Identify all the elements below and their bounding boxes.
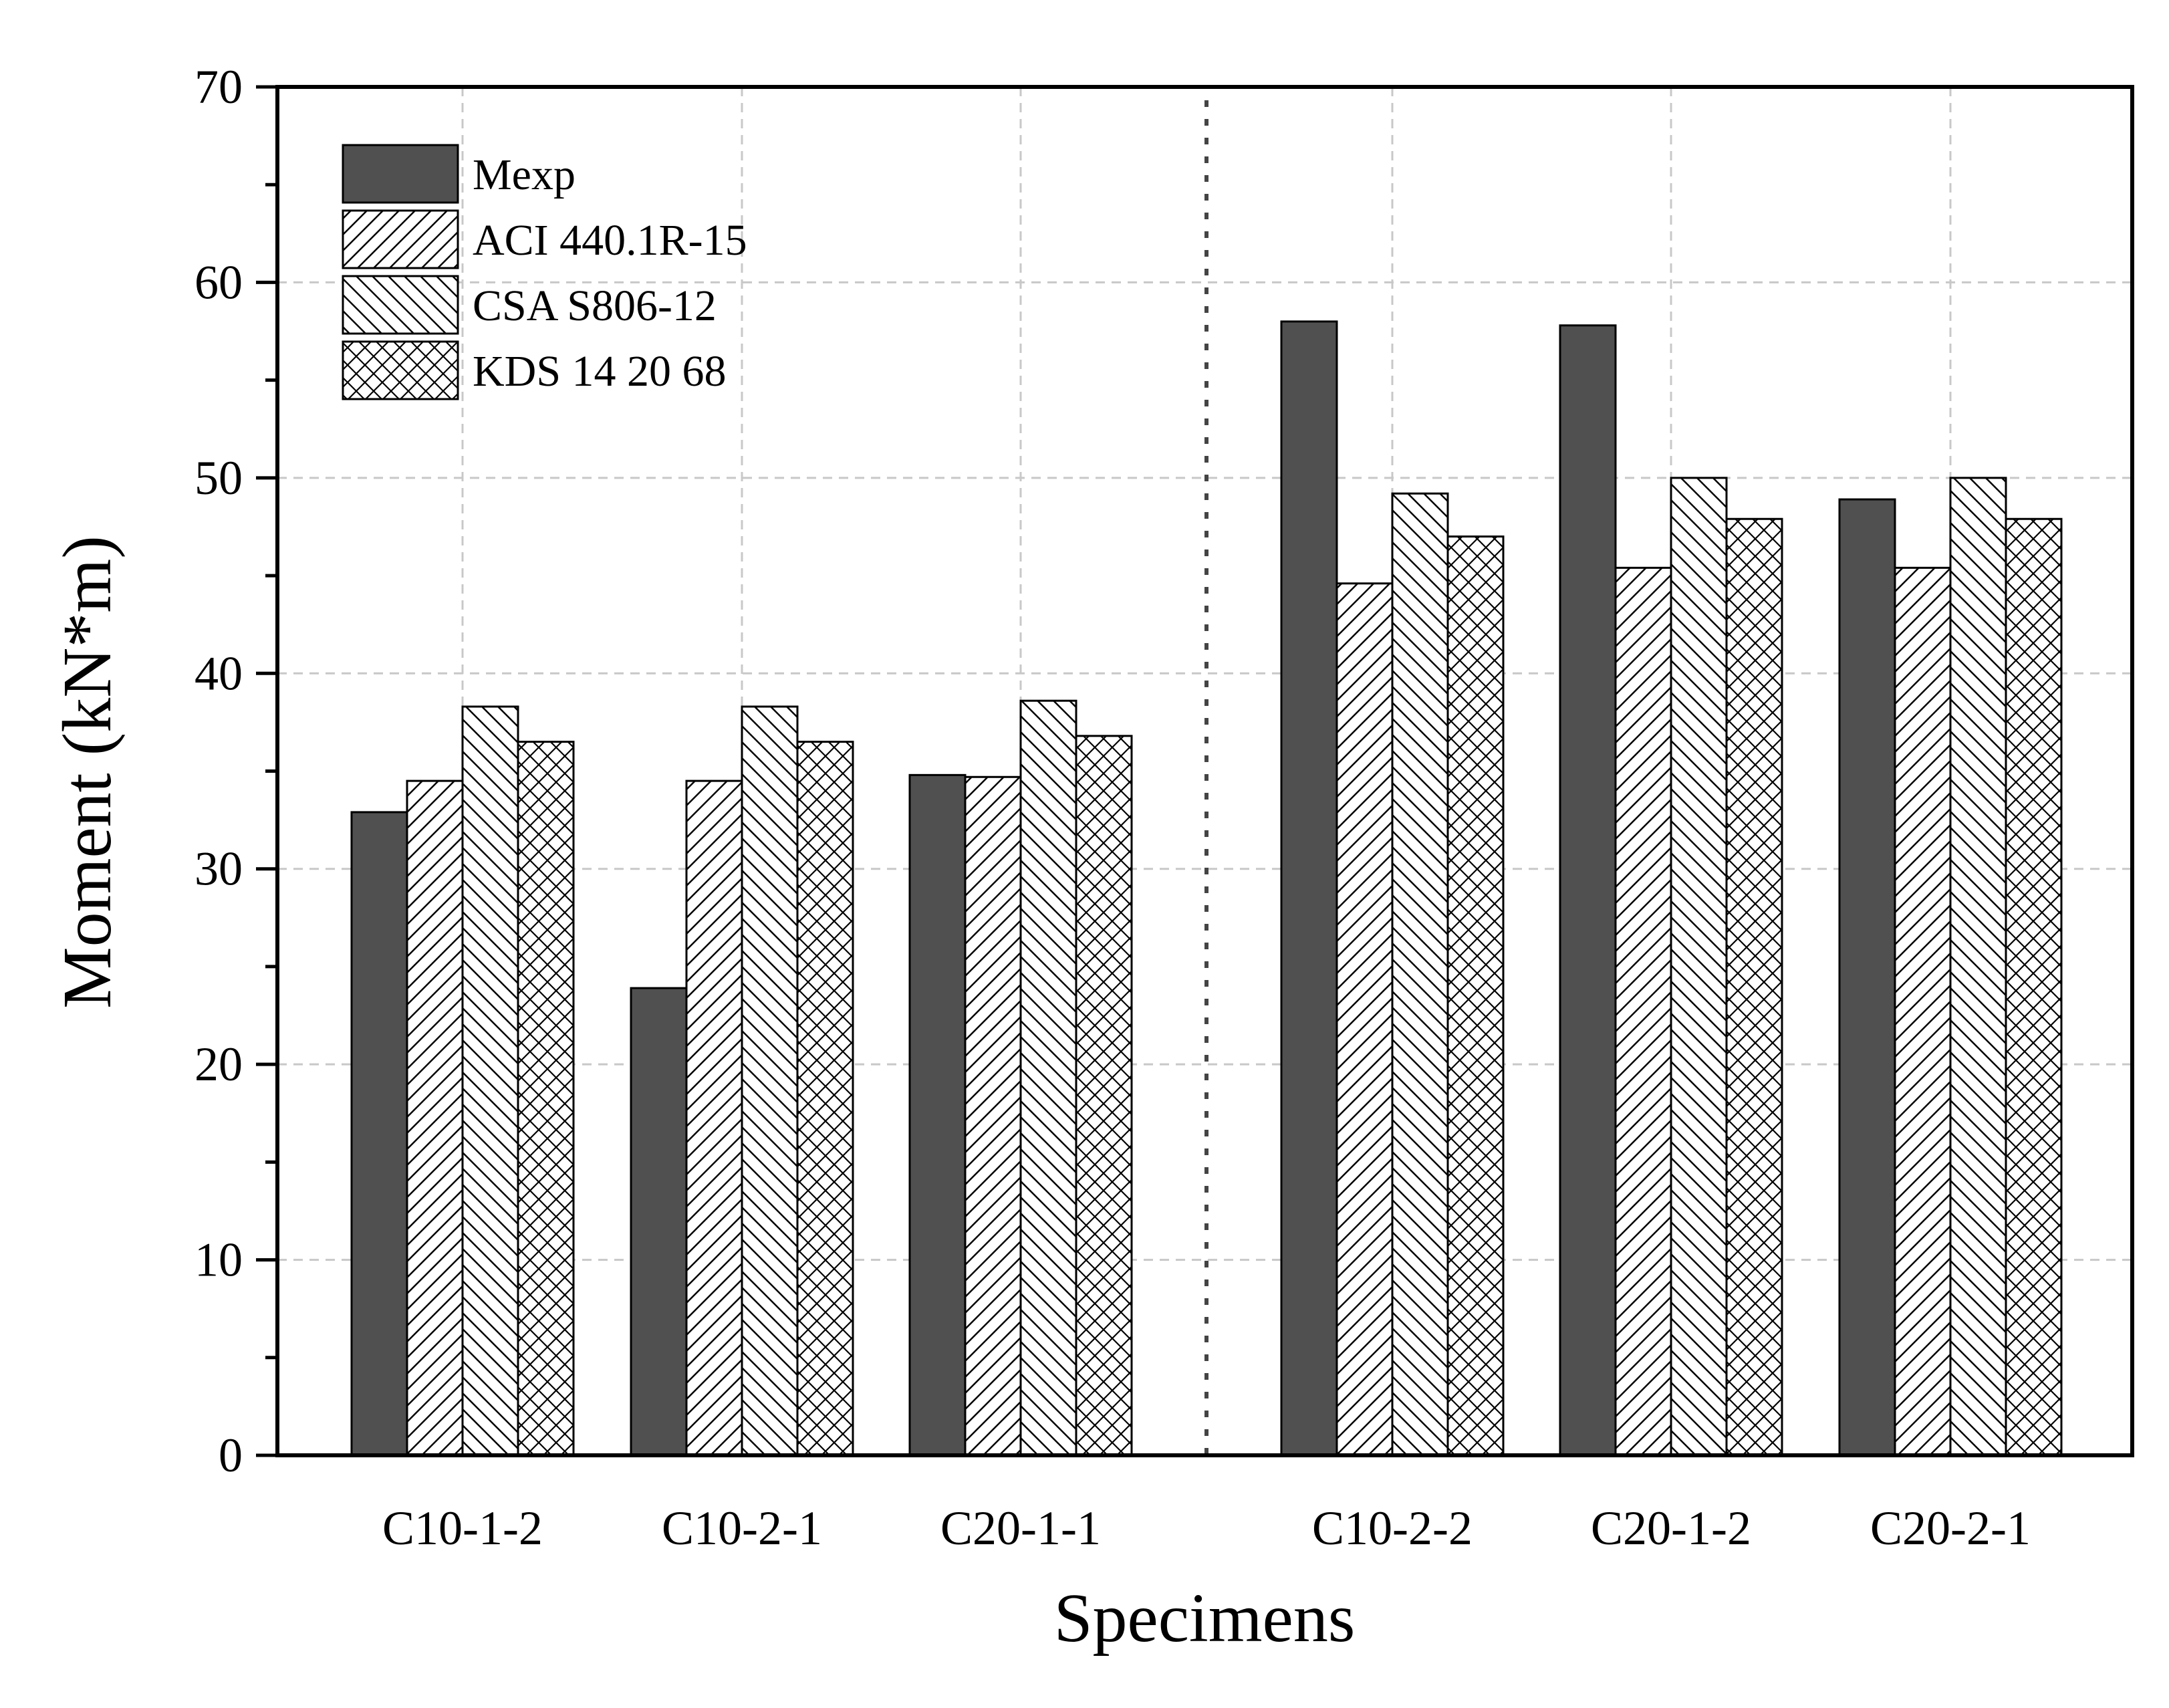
bars xyxy=(350,320,2063,1457)
x-tick-label: C20-1-2 xyxy=(1591,1501,1751,1555)
bar-C10-2-1-s0 xyxy=(630,987,688,1457)
bar-C20-1-1-s1 xyxy=(964,775,1022,1457)
legend-label: KDS 14 20 68 xyxy=(473,347,727,396)
bar-C20-1-2-s1 xyxy=(1614,566,1672,1457)
y-tick-label: 70 xyxy=(195,60,243,114)
bar-C10-2-2-s0 xyxy=(1280,320,1338,1457)
legend-label: CSA S806-12 xyxy=(473,281,717,330)
bar-C20-1-1-s3 xyxy=(1075,735,1133,1457)
bar-C20-1-2-s0 xyxy=(1559,324,1617,1457)
x-tick-label: C10-2-1 xyxy=(662,1501,822,1555)
bar-C10-2-1-s2 xyxy=(741,705,799,1457)
bar-C10-2-2-s1 xyxy=(1335,582,1394,1457)
x-tick-label: C20-2-1 xyxy=(1870,1501,2031,1555)
y-axis-title: Moment (kN*m) xyxy=(49,535,126,1009)
legend-label: ACI 440.1R-15 xyxy=(473,216,747,265)
bar-C10-1-2-s1 xyxy=(406,779,464,1457)
bar-C20-2-1-s1 xyxy=(1894,566,1952,1457)
bar-C10-1-2-s3 xyxy=(517,741,575,1457)
bar-C10-2-2-s2 xyxy=(1391,492,1449,1457)
x-tick-label: C10-2-2 xyxy=(1312,1501,1473,1555)
x-axis-title: Specimens xyxy=(1054,1580,1356,1657)
bar-C10-2-1-s3 xyxy=(796,741,854,1457)
bar-C10-1-2-s0 xyxy=(350,811,408,1457)
bar-C20-1-2-s2 xyxy=(1670,477,1728,1457)
x-tick-label: C10-1-2 xyxy=(382,1501,543,1555)
x-tick-label: C20-1-1 xyxy=(940,1501,1101,1555)
bar-C10-2-2-s3 xyxy=(1446,535,1505,1457)
x-axis-tick-labels: C10-1-2 C10-2-1 C20-1-1 C10-2-2 C20-1-2 C20-2… xyxy=(382,1501,2031,1555)
y-axis-ticks: 0 10 20 30 40 50 60 70 xyxy=(195,60,277,1482)
y-tick-label: 20 xyxy=(195,1038,243,1091)
bar-C10-2-1-s1 xyxy=(685,779,743,1457)
bar-C20-2-1-s2 xyxy=(1949,477,2007,1457)
legend-swatch xyxy=(342,209,459,269)
bar-C20-2-1-s0 xyxy=(1838,498,1896,1457)
legend-swatch xyxy=(342,340,459,400)
legend-label: Mexp xyxy=(473,150,576,199)
y-tick-label: 40 xyxy=(195,646,243,700)
bar-C20-2-1-s3 xyxy=(2005,517,2063,1457)
legend-swatch xyxy=(342,275,459,335)
y-tick-label: 30 xyxy=(195,842,243,896)
bar-C20-1-1-s2 xyxy=(1019,699,1077,1457)
y-tick-label: 60 xyxy=(195,255,243,309)
y-tick-label: 10 xyxy=(195,1233,243,1287)
legend-swatch xyxy=(342,144,459,204)
y-tick-label: 50 xyxy=(195,451,243,505)
legend: Mexp ACI 440.1R-15 CSA S806-12 KDS 14 20 68 xyxy=(342,144,747,400)
bar-C10-1-2-s2 xyxy=(461,705,519,1457)
bar-C20-1-1-s0 xyxy=(908,773,967,1457)
y-tick-label: 0 xyxy=(219,1429,243,1482)
bar-C20-1-2-s3 xyxy=(1725,517,1783,1457)
